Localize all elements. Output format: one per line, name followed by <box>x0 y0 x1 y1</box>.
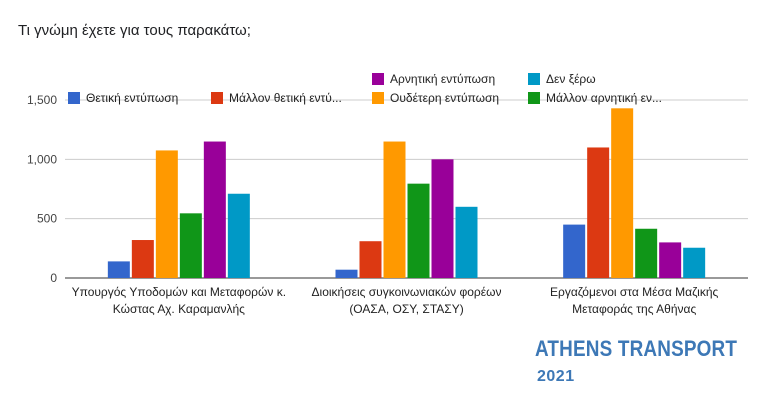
bar <box>455 206 478 278</box>
bar <box>155 150 178 278</box>
legend-swatch <box>372 92 384 104</box>
grid-lines <box>65 99 748 279</box>
y-tick-label: 0 <box>50 271 57 285</box>
bar <box>203 141 226 278</box>
bar <box>431 159 454 278</box>
bar <box>335 269 358 278</box>
y-axis-ticks: 0 500 1,000 1,500 <box>27 93 57 285</box>
x-axis-labels: Υπουργός Υποδομών και Μεταφορών κ. Κώστας… <box>72 285 719 316</box>
bar <box>131 240 154 278</box>
legend-label: Θετική εντύπωση <box>86 91 178 105</box>
x-tick-label: Εργαζόμενοι στα Μέσα Μαζικής <box>550 285 718 299</box>
bar <box>683 247 706 278</box>
bars <box>107 108 706 278</box>
x-tick-label: Μεταφοράς της Αθήνας <box>572 302 696 316</box>
bar <box>635 228 658 278</box>
bar <box>179 213 202 278</box>
legend-swatch <box>211 92 223 104</box>
bar <box>659 242 682 278</box>
bar <box>611 108 634 278</box>
legend-label: Ουδέτερη εντύπωση <box>390 91 499 105</box>
y-tick-label: 1,500 <box>27 93 57 107</box>
athens-transport-logo: ATHENS TRANSPORT 2021 <box>535 336 770 386</box>
bar <box>587 147 610 278</box>
bar <box>407 183 430 278</box>
y-tick-label: 1,000 <box>27 152 57 166</box>
legend-label: Μάλλον θετική εντύ... <box>229 91 342 105</box>
logo-title: ATHENS TRANSPORT <box>535 336 738 361</box>
bar <box>227 193 250 278</box>
legend-label: Μάλλον αρνητική εν... <box>546 91 662 105</box>
legend-label: Αρνητική εντύπωση <box>390 72 495 86</box>
logo-year: 2021 <box>537 368 575 385</box>
legend-swatch <box>528 92 540 104</box>
bar <box>383 141 406 278</box>
x-tick-label: (ΟΑΣΑ, ΟΣΥ, ΣΤΑΣΥ) <box>349 302 463 316</box>
bar <box>563 224 586 278</box>
legend-swatch <box>372 73 384 85</box>
y-tick-label: 500 <box>37 212 57 226</box>
legend-swatch <box>528 73 540 85</box>
legend-swatch <box>68 92 80 104</box>
legend: Αρνητική εντύπωση Δεν ξέρω Θετική εντύπωση… <box>68 72 662 105</box>
chart-question: Τι γνώμη έχετε για τους παρακάτω; <box>18 22 251 39</box>
x-tick-label: Κώστας Αχ. Καραμανλής <box>113 302 245 316</box>
x-tick-label: Υπουργός Υποδομών και Μεταφορών κ. <box>72 285 286 299</box>
x-tick-label: Διοικήσεις συγκοινωνιακών φορέων <box>312 285 502 299</box>
bar <box>107 261 130 278</box>
legend-label: Δεν ξέρω <box>546 72 596 86</box>
bar <box>359 241 382 278</box>
